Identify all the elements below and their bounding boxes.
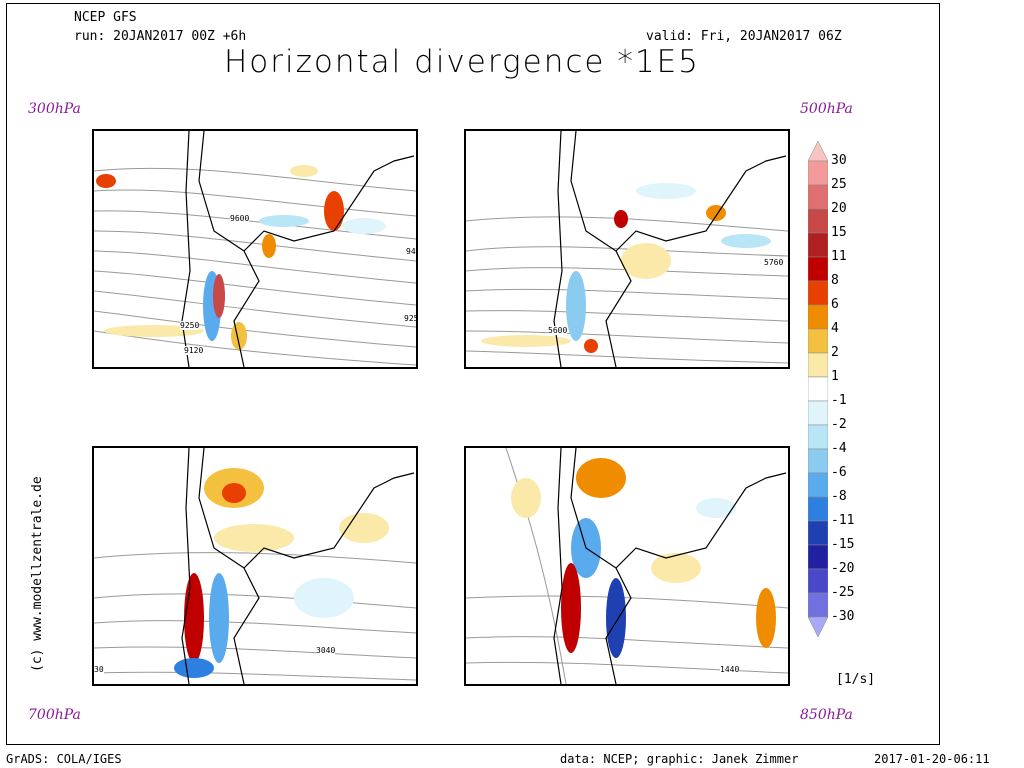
level-label-500: 500hPa [800,101,853,117]
colorbar-swatch [808,424,828,450]
colorbar-swatch [808,472,828,498]
colorbar-swatch [808,544,828,570]
colorbar-swatch [808,304,828,330]
level-label-300: 300hPa [28,101,81,117]
valid-time: valid: Fri, 20JAN2017 06Z [646,29,842,44]
page-title: Horizontal divergence *1E5 [224,44,700,80]
colorbar [808,141,828,637]
colorbar-swatch [808,592,828,618]
colorbar-swatch [808,141,828,162]
map-panel-300hpa: 9600 9250 9120 944 925 [92,129,418,369]
colorbar-swatch [808,400,828,426]
colorbar-swatch [808,184,828,210]
colorbar-tick-label: 8 [831,273,839,288]
colorbar-swatch [808,520,828,546]
model-name: NCEP GFS [74,10,137,25]
colorbar-tick-label: -4 [831,441,847,456]
colorbar-tick-label: 1 [831,369,839,384]
colorbar-tick-label: 15 [831,225,847,240]
map-panel-500hpa: 5760 5600 [464,129,790,369]
colorbar-tick-label: -2 [831,417,847,432]
colorbar-tick-label: -25 [831,585,855,600]
colorbar-tick-label: 20 [831,201,847,216]
colorbar-tick-label: -11 [831,513,855,528]
colorbar-swatch [808,256,828,282]
colorbar-swatch [808,376,828,402]
colorbar-unit: [1/s] [836,672,876,687]
colorbar-tick-label: -6 [831,465,847,480]
map-500hpa [466,131,788,367]
colorbar-swatch [808,280,828,306]
contour-label: 9600 [230,214,250,223]
contour-label: 1440 [720,665,740,674]
colorbar-tick-label: -30 [831,609,855,624]
level-label-850: 850hPa [800,707,853,723]
colorbar-tick-label: 2 [831,345,839,360]
colorbar-tick-label: 4 [831,321,839,336]
contour-label: 5600 [548,326,568,335]
contour-label: 944 [406,247,416,256]
map-700hpa [94,448,416,684]
colorbar-swatch [808,328,828,354]
colorbar-tick-label: -15 [831,537,855,552]
colorbar-swatch [808,208,828,234]
colorbar-tick-label: -20 [831,561,855,576]
colorbar-swatch [808,496,828,522]
footer-middle: data: NCEP; graphic: Janek Zimmer [560,752,799,766]
contour-label: 925 [404,314,418,323]
colorbar-swatch [808,160,828,186]
colorbar-tick-label: -8 [831,489,847,504]
watermark: (c) www.modellzentrale.de [30,476,45,672]
contour-label: 30 [94,665,104,674]
footer-right: 2017-01-20-06:11 [874,752,990,766]
colorbar-swatch [808,448,828,474]
level-label-700: 700hPa [28,707,81,723]
contour-label: 9120 [184,346,204,355]
colorbar-swatch [808,352,828,378]
map-panel-700hpa: 3040 30 [92,446,418,686]
map-850hpa [466,448,788,684]
contour-label: 3040 [316,646,336,655]
colorbar-swatch [808,232,828,258]
plot-frame [6,3,940,745]
colorbar-swatch [808,568,828,594]
colorbar-tick-label: -1 [831,393,847,408]
run-info: run: 20JAN2017 00Z +6h [74,29,247,44]
colorbar-tick-label: 11 [831,249,847,264]
footer-left: GrADS: COLA/IGES [6,752,122,766]
map-300hpa [94,131,416,367]
colorbar-tick-label: 25 [831,177,847,192]
contour-label: 5760 [764,258,784,267]
colorbar-swatch [808,616,828,637]
colorbar-tick-label: 6 [831,297,839,312]
map-panel-850hpa: 1440 [464,446,790,686]
colorbar-tick-label: 30 [831,153,847,168]
contour-label: 9250 [180,321,200,330]
